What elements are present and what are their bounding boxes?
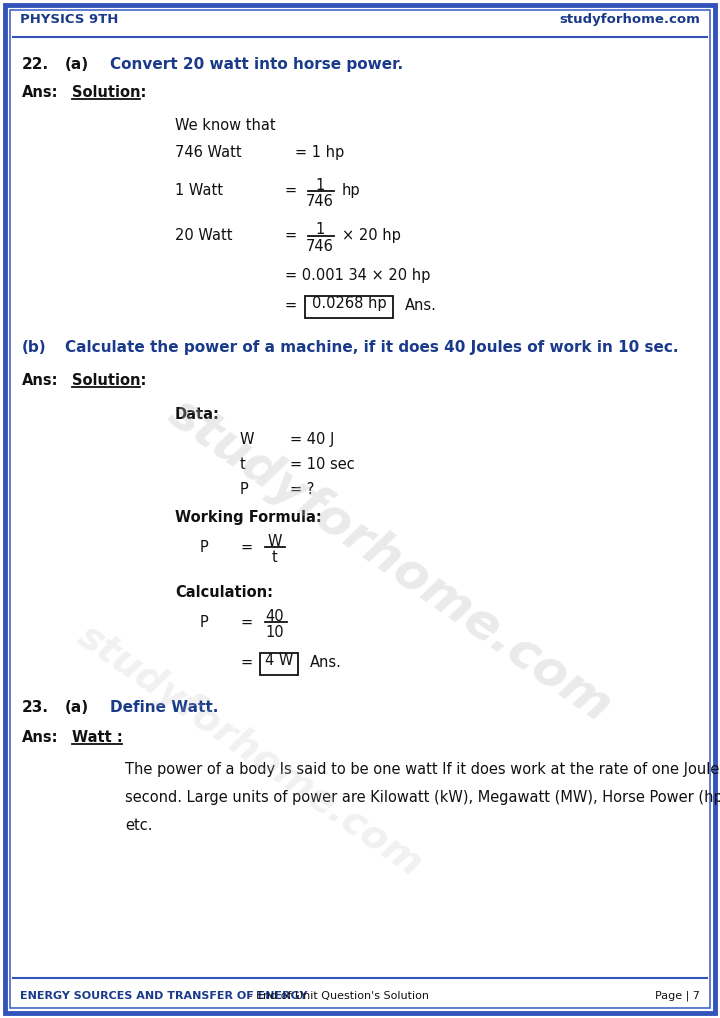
Bar xyxy=(260,653,298,675)
Text: 746: 746 xyxy=(306,194,334,209)
Text: 0.0268 hp: 0.0268 hp xyxy=(312,296,387,312)
Text: hp: hp xyxy=(342,183,361,197)
Text: 4 W: 4 W xyxy=(265,653,293,668)
Text: Page | 7: Page | 7 xyxy=(655,991,700,1002)
Text: Watt :: Watt : xyxy=(72,730,122,745)
Text: =: = xyxy=(285,298,297,313)
Text: Ans:: Ans: xyxy=(22,730,58,745)
Text: studyforhome.com: studyforhome.com xyxy=(159,389,621,732)
Text: The power of a body Is said to be one watt If it does work at the rate of one Jo: The power of a body Is said to be one wa… xyxy=(125,762,719,777)
Text: 746: 746 xyxy=(306,239,334,254)
Text: etc.: etc. xyxy=(125,818,153,833)
Text: We know that: We know that xyxy=(175,118,276,133)
Text: P: P xyxy=(200,540,209,555)
Text: 23.: 23. xyxy=(22,700,49,715)
Text: 40: 40 xyxy=(266,609,284,624)
Text: Solution:: Solution: xyxy=(72,373,146,388)
Text: W: W xyxy=(240,432,254,447)
Text: = 1 hp: = 1 hp xyxy=(295,145,344,160)
Text: Convert 20 watt into horse power.: Convert 20 watt into horse power. xyxy=(110,57,403,72)
Text: Calculation:: Calculation: xyxy=(175,585,273,600)
Text: W: W xyxy=(268,534,282,549)
Text: 1: 1 xyxy=(315,222,325,237)
Text: Define Watt.: Define Watt. xyxy=(110,700,218,715)
Text: P: P xyxy=(240,482,248,497)
Text: P: P xyxy=(200,615,209,630)
Text: = 0.001 34 × 20 hp: = 0.001 34 × 20 hp xyxy=(285,268,431,283)
Bar xyxy=(305,296,393,318)
Text: =: = xyxy=(240,540,252,555)
Text: Solution:: Solution: xyxy=(72,84,146,100)
Text: (a): (a) xyxy=(65,700,89,715)
Text: 20 Watt: 20 Watt xyxy=(175,228,233,243)
Text: Calculate the power of a machine, if it does 40 Joules of work in 10 sec.: Calculate the power of a machine, if it … xyxy=(65,340,678,355)
Text: =: = xyxy=(285,183,297,197)
Text: 1: 1 xyxy=(315,178,325,193)
Text: = 40 J: = 40 J xyxy=(290,432,334,447)
Text: =: = xyxy=(240,655,252,670)
Text: 10: 10 xyxy=(266,625,284,640)
Text: = 10 sec: = 10 sec xyxy=(290,457,355,472)
Text: studyforhome.com: studyforhome.com xyxy=(71,616,430,884)
Text: (a): (a) xyxy=(65,57,89,72)
Text: t: t xyxy=(272,550,278,565)
Text: 1 Watt: 1 Watt xyxy=(175,183,223,197)
Text: Data:: Data: xyxy=(175,407,220,422)
Text: Ans:: Ans: xyxy=(22,84,58,100)
Text: Ans:: Ans: xyxy=(22,373,58,388)
Text: = ?: = ? xyxy=(290,482,315,497)
Text: 22.: 22. xyxy=(22,57,49,72)
Text: 746 Watt: 746 Watt xyxy=(175,145,242,160)
Text: t: t xyxy=(240,457,246,472)
Text: Working Formula:: Working Formula: xyxy=(175,510,322,525)
Text: studyforhome.com: studyforhome.com xyxy=(559,12,700,25)
Text: Ans.: Ans. xyxy=(310,655,342,670)
Text: × 20 hp: × 20 hp xyxy=(342,228,401,243)
Text: PHYSICS 9TH: PHYSICS 9TH xyxy=(20,12,118,25)
Text: second. Large units of power are Kilowatt (kW), Megawatt (MW), Horse Power (hp): second. Large units of power are Kilowat… xyxy=(125,790,720,805)
Text: Ans.: Ans. xyxy=(405,298,437,313)
Text: =: = xyxy=(240,615,252,630)
Text: =: = xyxy=(285,228,297,243)
Text: (b): (b) xyxy=(22,340,47,355)
Text: ENERGY SOURCES AND TRANSFER OF ENERGY: ENERGY SOURCES AND TRANSFER OF ENERGY xyxy=(20,991,307,1001)
Text: - End of Unit Question's Solution: - End of Unit Question's Solution xyxy=(245,991,429,1001)
